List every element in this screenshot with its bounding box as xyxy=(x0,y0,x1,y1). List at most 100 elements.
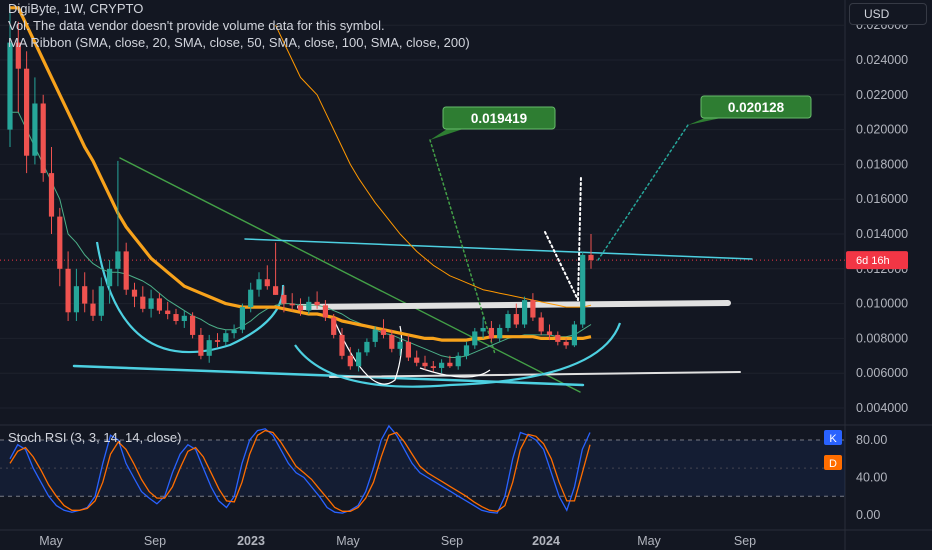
candle-body xyxy=(480,327,486,332)
time-tick-label: May xyxy=(39,534,63,548)
time-tick-label: Sep xyxy=(441,534,463,548)
candle-body xyxy=(555,334,561,342)
candle-body xyxy=(32,103,38,156)
target-callout-pointer xyxy=(430,129,463,140)
candle-body xyxy=(505,314,511,328)
candle-body xyxy=(513,314,519,325)
candle-body xyxy=(314,301,320,306)
candle-body xyxy=(331,317,337,335)
candle-body xyxy=(181,315,187,321)
price-tick-label: 0.020000 xyxy=(856,123,908,137)
candle-body xyxy=(239,307,245,330)
candle-body xyxy=(297,305,304,311)
candle-body xyxy=(422,362,428,367)
handle-curve-white-2 xyxy=(419,367,491,378)
stoch-k-label: K xyxy=(829,433,837,445)
cup-curve-right xyxy=(294,322,622,388)
stoch-rsi-legend: Stoch RSI (3, 3, 14, 14, close) xyxy=(8,430,182,445)
candle-body xyxy=(248,289,254,308)
countdown-label: 6d 16h xyxy=(856,255,890,267)
base-line-white xyxy=(329,371,741,378)
time-tick-label: May xyxy=(637,534,661,548)
stoch-line-k xyxy=(9,424,591,514)
countdown-badge xyxy=(846,251,908,270)
candle-body xyxy=(148,298,154,309)
target-path-dotted-1 xyxy=(429,139,496,355)
candle-body xyxy=(497,327,503,339)
cup-curve-left xyxy=(95,241,285,354)
target-path-dotted-2 xyxy=(597,124,689,261)
target-callout-box xyxy=(442,106,556,130)
symbol-line: DigiByte, 1W, CRYPTO xyxy=(8,1,144,16)
neckline-white xyxy=(297,300,731,310)
candle-body xyxy=(530,300,536,318)
candle-body xyxy=(380,329,387,335)
time-axis[interactable]: May Sep 2023 May Sep 2024 May Sep xyxy=(39,534,756,548)
currency-button[interactable]: USD xyxy=(849,3,927,25)
stoch-tick-label: 40.00 xyxy=(856,471,887,485)
candle-body xyxy=(430,366,436,368)
candle-body xyxy=(264,279,270,287)
candle-body xyxy=(571,324,577,346)
candle-body xyxy=(90,303,96,316)
candle-body xyxy=(140,296,146,309)
stoch-k-badge xyxy=(824,430,842,445)
target-callout-label: 0.019419 xyxy=(471,111,527,126)
candle-body xyxy=(306,301,312,311)
ma-line-sma-20 xyxy=(10,111,592,358)
candle-body xyxy=(115,251,121,269)
candles-layer xyxy=(7,7,594,374)
candle-body xyxy=(190,315,196,335)
candle-body xyxy=(256,279,262,290)
candle-body xyxy=(447,362,453,367)
candle-body xyxy=(356,352,362,367)
candle-body xyxy=(231,329,237,334)
candle-body xyxy=(289,303,295,306)
candle-body xyxy=(472,331,478,346)
price-tick-label: 0.014000 xyxy=(856,227,908,241)
candle-body xyxy=(24,68,30,156)
stoch-tick-label: 80.00 xyxy=(856,433,887,447)
time-tick-label: Sep xyxy=(734,534,756,548)
ma-line-sma-100 xyxy=(275,24,592,308)
price-tick-label: 0.018000 xyxy=(856,157,908,171)
candle-body xyxy=(364,341,370,353)
time-tick-label: 2024 xyxy=(532,534,560,548)
price-tick-label: 0.016000 xyxy=(856,192,908,206)
candle-body xyxy=(281,294,287,304)
candle-body xyxy=(588,254,594,261)
resistance-line-upper xyxy=(244,238,753,260)
stoch-tick-label: 0.00 xyxy=(856,508,880,522)
candle-body xyxy=(397,341,403,349)
candle-body xyxy=(98,286,104,316)
projection-dashed-1 xyxy=(544,231,579,301)
price-tick-label: 0.006000 xyxy=(856,366,908,380)
volume-notice: Vol: The data vendor doesn't provide vol… xyxy=(8,18,385,33)
candle-body xyxy=(165,310,171,315)
projection-dashed-2 xyxy=(577,175,582,301)
candle-body xyxy=(7,42,13,130)
candle-body xyxy=(131,289,138,297)
candle-body xyxy=(546,331,553,335)
time-tick-label: Sep xyxy=(144,534,166,548)
candle-body xyxy=(339,334,345,356)
price-axis[interactable]: 0.0260000.0240000.0220000.0200000.018000… xyxy=(846,18,908,415)
ma-ribbon-legend: MA Ribbon (SMA, close, 20, SMA, close, 5… xyxy=(8,35,470,50)
candle-body xyxy=(223,333,229,342)
candle-body xyxy=(372,329,378,342)
candle-body xyxy=(563,341,569,346)
candle-body xyxy=(538,317,544,332)
stoch-line-d xyxy=(9,429,591,512)
candle-body xyxy=(73,286,79,313)
descending-trendline xyxy=(119,157,581,393)
candle-body xyxy=(488,327,494,339)
candle-body xyxy=(414,357,420,363)
candle-body xyxy=(405,341,411,358)
candle-body xyxy=(15,42,21,69)
candle-body xyxy=(156,298,162,311)
candle-body xyxy=(463,345,470,356)
candle-body xyxy=(173,314,179,321)
candle-body xyxy=(40,103,46,174)
target-callout-box xyxy=(700,95,812,119)
